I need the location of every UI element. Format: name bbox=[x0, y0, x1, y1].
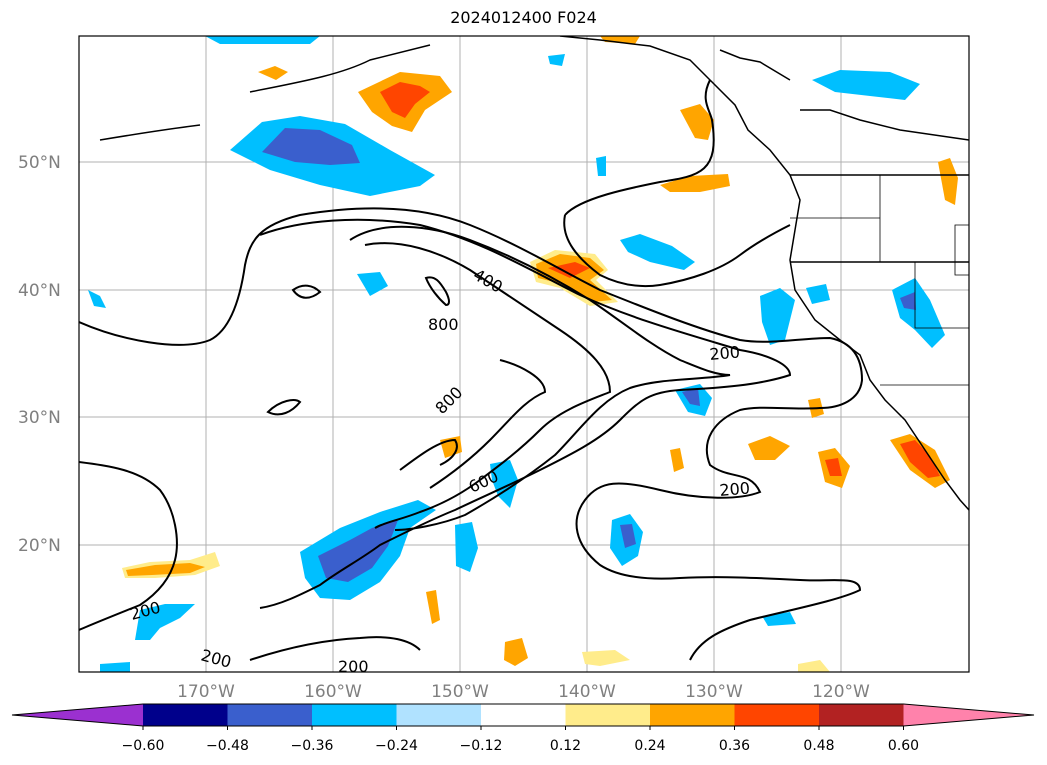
colorbar-segment bbox=[227, 704, 313, 726]
lat-label: 30°N bbox=[18, 408, 61, 428]
latitude-labels: 50°N 40°N 30°N 20°N bbox=[18, 153, 61, 556]
colorbar-segment bbox=[650, 704, 735, 726]
lon-label: 140°W bbox=[558, 682, 616, 702]
colorbar-segment bbox=[312, 704, 397, 726]
colorbar: −0.60 −0.48 −0.36 −0.24 −0.12 0.12 0.24 0.36 0.4… bbox=[11, 703, 1035, 754]
colorbar-tick-label: −0.24 bbox=[375, 738, 418, 754]
contour-label: 200 bbox=[719, 478, 751, 500]
map-frame bbox=[78, 35, 970, 673]
colorbar-tick-label: 0.36 bbox=[719, 738, 750, 754]
colorbar-tick-label: −0.48 bbox=[206, 738, 249, 754]
colorbar-segment bbox=[734, 704, 820, 726]
lon-label: 170°W bbox=[177, 682, 235, 702]
contour-label: 200 bbox=[338, 657, 369, 676]
colorbar-extend-min bbox=[12, 704, 143, 726]
state-borders bbox=[790, 175, 969, 386]
colorbar-segment bbox=[565, 704, 651, 726]
longitude-labels: 170°W 160°W 150°W 140°W 130°W 120°W bbox=[177, 682, 870, 702]
colorbar-segment bbox=[819, 704, 904, 726]
colorbar-tick-label: −0.12 bbox=[460, 738, 503, 754]
lat-label: 40°N bbox=[18, 281, 61, 301]
contour-label: 200 bbox=[709, 342, 741, 364]
lon-label: 130°W bbox=[685, 682, 743, 702]
lat-label: 50°N bbox=[18, 153, 61, 173]
shaded-field bbox=[88, 36, 958, 672]
lon-label: 160°W bbox=[304, 682, 362, 702]
coastlines bbox=[99, 36, 969, 511]
colorbar-tick-label: −0.36 bbox=[291, 738, 334, 754]
contour-label: 800 bbox=[428, 315, 459, 334]
map-title: 2024012400 F024 bbox=[450, 8, 597, 27]
colorbar-extend-max bbox=[903, 704, 1034, 726]
colorbar-tick-label: 0.48 bbox=[803, 738, 834, 754]
lon-label: 120°W bbox=[812, 682, 870, 702]
colorbar-tick-label: 0.12 bbox=[550, 738, 581, 754]
colorbar-tick-label: 0.60 bbox=[888, 738, 919, 754]
colorbar-segment bbox=[481, 704, 566, 726]
colorbar-segment bbox=[143, 704, 228, 726]
map-panel: 400 800 800 600 200 200 200 200 200 bbox=[79, 36, 969, 676]
colorbar-tick-label: 0.24 bbox=[634, 738, 665, 754]
colorbar-segment bbox=[396, 704, 482, 726]
contours bbox=[79, 79, 864, 661]
lat-label: 20°N bbox=[18, 536, 61, 556]
lon-label: 150°W bbox=[431, 682, 489, 702]
colorbar-tick-label: −0.60 bbox=[122, 738, 165, 754]
